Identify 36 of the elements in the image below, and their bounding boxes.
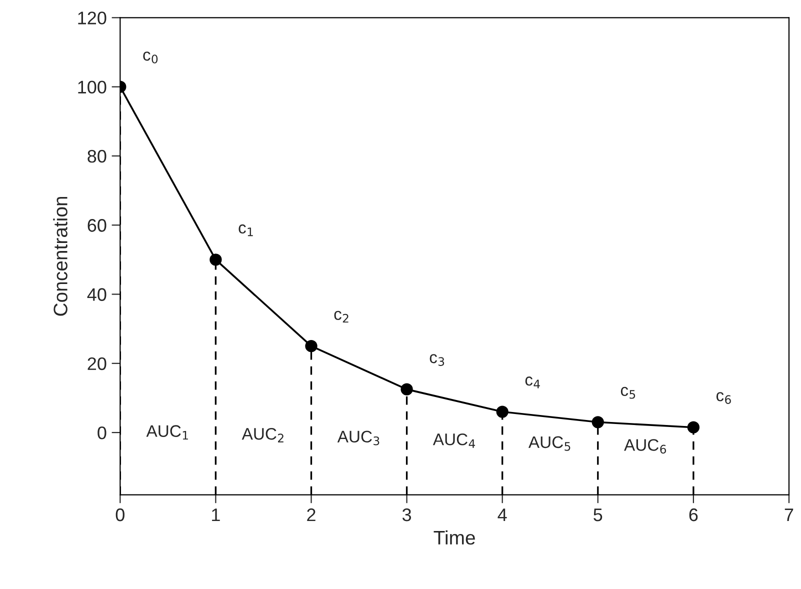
- x-tick-label: 2: [307, 508, 316, 522]
- annotation: AUC$_{4}$: [432, 434, 476, 448]
- y-axis-title: Concentration: [53, 196, 68, 316]
- point: [592, 416, 604, 428]
- annotation: AUC$_{5}$: [528, 436, 570, 451]
- annotation: c$_{6}$: [716, 392, 731, 404]
- annotation: c$_{1}$: [238, 224, 253, 236]
- y-tick-label: 40: [87, 288, 106, 301]
- x-tick-label: 6: [689, 508, 698, 522]
- annotation: AUC$_{2}$: [242, 428, 284, 442]
- y-tick-label: 20: [88, 357, 106, 370]
- annotation: c$_{5}$: [620, 386, 636, 399]
- annotation: AUC$_{6}$: [624, 439, 666, 454]
- annotation: c$_{0}$: [143, 52, 158, 64]
- x-axis-title: Time: [434, 530, 475, 545]
- x-tick-label: 7: [784, 508, 794, 522]
- annotation: c$_{3}$: [430, 354, 444, 366]
- annotation: c$_{2}$: [334, 310, 348, 323]
- x-tick-label: 3: [402, 508, 412, 522]
- point: [305, 340, 318, 352]
- x-tick-label: 5: [594, 508, 602, 522]
- annotation: AUC$_{1}$: [146, 425, 188, 440]
- y-tick-label: 80: [88, 150, 106, 163]
- point: [400, 383, 413, 396]
- y-tick-label: 0: [98, 426, 106, 440]
- point: [496, 406, 508, 418]
- y-tick-label: 60: [88, 219, 106, 232]
- x-tick-label: 4: [498, 508, 507, 522]
- point: [687, 421, 700, 434]
- y-tick-label: 120: [78, 12, 106, 24]
- x-tick-label: 0: [116, 508, 124, 522]
- point: [210, 254, 222, 266]
- annotation: AUC$_{3}$: [337, 430, 380, 446]
- x-tick-label: 1: [212, 508, 220, 522]
- annotation: c$_{4}$: [525, 376, 540, 388]
- y-tick-label: 100: [78, 80, 106, 94]
